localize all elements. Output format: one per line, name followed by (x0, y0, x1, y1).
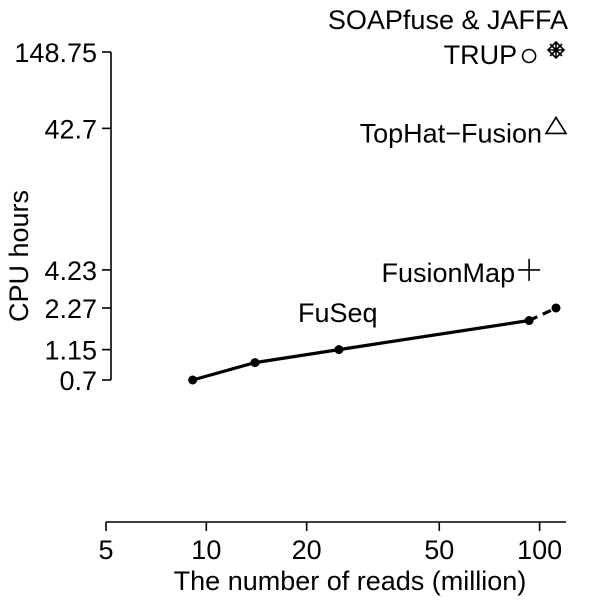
fuseq-line-dashed (528, 306, 557, 322)
tool-point-triangle: TopHat−Fusion (360, 115, 568, 148)
tool-points: SOAPfuse & JAFFA TRUP TopHat−Fusion FusionM… (328, 5, 568, 288)
y-tick-label: 4.23 (44, 256, 97, 286)
x-tick-label: 100 (517, 535, 562, 565)
tool-point-plus: FusionMap (382, 258, 541, 288)
tool-label: FusionMap (382, 258, 516, 288)
fuseq-label: FuSeq (298, 298, 378, 328)
fuseq-series: FuSeq (188, 298, 561, 385)
y-axis: 148.75 42.7 4.23 2.27 1.150.7 (14, 38, 112, 396)
x-axis: 5 10 20 50 100 (98, 521, 566, 565)
x-axis-title: The number of reads (million) (174, 566, 527, 596)
y-tick-label: 0.7 (59, 366, 97, 396)
tool-point-asterisk: SOAPfuse & JAFFA (328, 5, 568, 60)
y-tick-label: 2.27 (44, 294, 97, 324)
fuseq-point (524, 316, 534, 326)
x-tick-label: 10 (191, 535, 221, 565)
x-tick-label: 50 (424, 535, 454, 565)
triangle-marker (544, 115, 568, 135)
tool-label: TRUP (444, 40, 518, 70)
circle-marker (521, 48, 537, 64)
fuseq-point (551, 303, 561, 313)
y-tick-label: 1.15 (44, 336, 97, 366)
y-tick-label: 148.75 (14, 38, 97, 68)
tool-label: SOAPfuse & JAFFA (328, 5, 568, 35)
x-tick-label: 20 (292, 535, 322, 565)
tool-label: TopHat−Fusion (360, 118, 542, 148)
fuseq-line (192, 318, 530, 382)
x-tick-label: 5 (98, 535, 113, 565)
fuseq-point (334, 345, 344, 355)
fuseq-point (250, 358, 260, 368)
fuseq-point (188, 375, 198, 385)
y-axis-title: CPU hours (4, 190, 34, 322)
diamond-marker (546, 40, 566, 60)
y-tick-label: 42.7 (44, 114, 97, 144)
tool-point-circle: TRUP (444, 40, 537, 70)
